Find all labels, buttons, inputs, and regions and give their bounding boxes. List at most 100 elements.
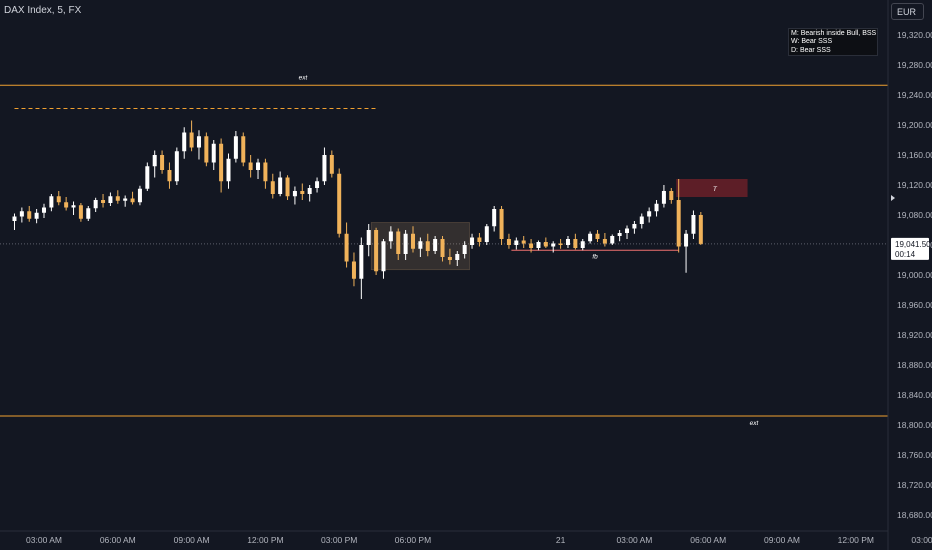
candle-body xyxy=(115,196,120,201)
y-tick-label: 18,800.00 xyxy=(897,420,932,430)
candle-body xyxy=(455,254,460,260)
candle-body xyxy=(42,207,46,213)
candle-body xyxy=(292,191,297,197)
current-price-value: 19,041.50 xyxy=(895,240,931,249)
candle-body xyxy=(241,136,246,163)
candle-body xyxy=(536,242,541,248)
candle-body xyxy=(123,198,128,201)
candle-body xyxy=(337,173,342,234)
x-tick-label: 21 xyxy=(556,535,566,545)
candle-body xyxy=(676,200,681,247)
y-tick-label: 19,000.00 xyxy=(897,270,932,280)
currency-selector[interactable]: EUR xyxy=(891,3,924,20)
candle-body xyxy=(492,209,497,227)
candle-body xyxy=(12,216,17,221)
y-tick-label: 18,920.00 xyxy=(897,330,932,340)
x-tick-label: 03:00 PM xyxy=(321,535,357,545)
candle-body xyxy=(137,188,142,203)
y-tick-label: 18,680.00 xyxy=(897,510,932,520)
candle-body xyxy=(499,209,504,239)
x-tick-label: 06:00 AM xyxy=(100,535,136,545)
candle-body xyxy=(632,224,637,229)
candle-body xyxy=(521,240,526,244)
candle-body xyxy=(270,181,275,194)
candle-body xyxy=(462,245,467,254)
candle-body xyxy=(64,202,69,208)
candle-body xyxy=(529,243,534,248)
candle-body xyxy=(440,239,445,257)
candle-body xyxy=(145,166,150,189)
ext-level-label: ext xyxy=(750,420,760,427)
bias-info-box: M: Bearish inside Bull, BSS W: Bear SSS … xyxy=(788,28,878,56)
candle-body xyxy=(418,241,423,249)
candle-body xyxy=(580,241,585,248)
candle-body xyxy=(278,177,283,194)
x-tick-label: 03:00 AM xyxy=(616,535,652,545)
x-tick-label: 09:00 AM xyxy=(764,535,800,545)
candle-body xyxy=(329,155,334,174)
x-tick-label: 03:00 AM xyxy=(26,535,62,545)
candle-body xyxy=(167,170,172,182)
candle-body xyxy=(152,155,157,167)
ext-level-label: ext xyxy=(299,74,309,81)
candle-body xyxy=(108,196,113,203)
candle-body xyxy=(403,233,408,254)
candle-body xyxy=(359,245,364,279)
candle-body xyxy=(573,239,578,248)
candle-body xyxy=(226,158,231,182)
candle-body xyxy=(654,203,659,212)
y-tick-label: 18,760.00 xyxy=(897,450,932,460)
candle-body xyxy=(447,257,452,260)
candle-body xyxy=(669,191,674,200)
candle-body xyxy=(86,208,91,219)
candle-body xyxy=(211,143,216,163)
candle-body xyxy=(351,261,356,279)
symbol-title[interactable]: DAX Index, 5, FX xyxy=(4,5,82,16)
candle-body xyxy=(684,233,689,247)
candle-body xyxy=(565,239,570,245)
x-tick-label: 09:00 AM xyxy=(174,535,210,545)
candle-body xyxy=(470,237,475,245)
candle-body xyxy=(160,155,165,170)
y-tick-label: 19,080.00 xyxy=(897,210,932,220)
countdown-value: 00:14 xyxy=(895,250,916,259)
candle-body xyxy=(49,196,54,208)
x-tick-label: 12:00 PM xyxy=(247,535,283,545)
y-tick-label: 19,120.00 xyxy=(897,180,932,190)
candle-body xyxy=(506,239,511,245)
candle-body xyxy=(315,181,320,188)
candle-body xyxy=(19,211,24,217)
candle-body xyxy=(285,177,290,197)
candle-body xyxy=(396,231,401,254)
candle-body xyxy=(307,188,312,194)
candle-body xyxy=(256,162,261,170)
candle-body xyxy=(625,228,630,233)
y-tick-label: 19,160.00 xyxy=(897,150,932,160)
candle-body xyxy=(366,230,371,245)
candle-body xyxy=(543,242,548,247)
candle-body xyxy=(388,231,393,242)
candle-body xyxy=(610,236,615,244)
candle-body xyxy=(182,132,187,152)
info-line-daily: D: Bear SSS xyxy=(791,46,831,54)
candle-body xyxy=(558,243,563,245)
candle-body xyxy=(602,239,607,244)
price-axis-marker-icon xyxy=(891,195,895,201)
candle-body xyxy=(56,196,61,203)
candle-body xyxy=(381,241,386,272)
fb-level-label: fb xyxy=(592,253,598,260)
candle-body xyxy=(425,241,430,251)
candle-body xyxy=(639,216,644,224)
target-zone xyxy=(676,179,748,197)
candles-layer xyxy=(12,120,703,299)
candle-body xyxy=(588,233,593,242)
candle-body xyxy=(71,205,76,208)
y-tick-label: 18,720.00 xyxy=(897,480,932,490)
candle-body xyxy=(691,215,696,234)
candle-body xyxy=(433,239,438,251)
candle-body xyxy=(514,240,519,245)
current-price-badge xyxy=(891,237,929,260)
info-line-weekly: W: Bear SSS xyxy=(791,38,833,46)
